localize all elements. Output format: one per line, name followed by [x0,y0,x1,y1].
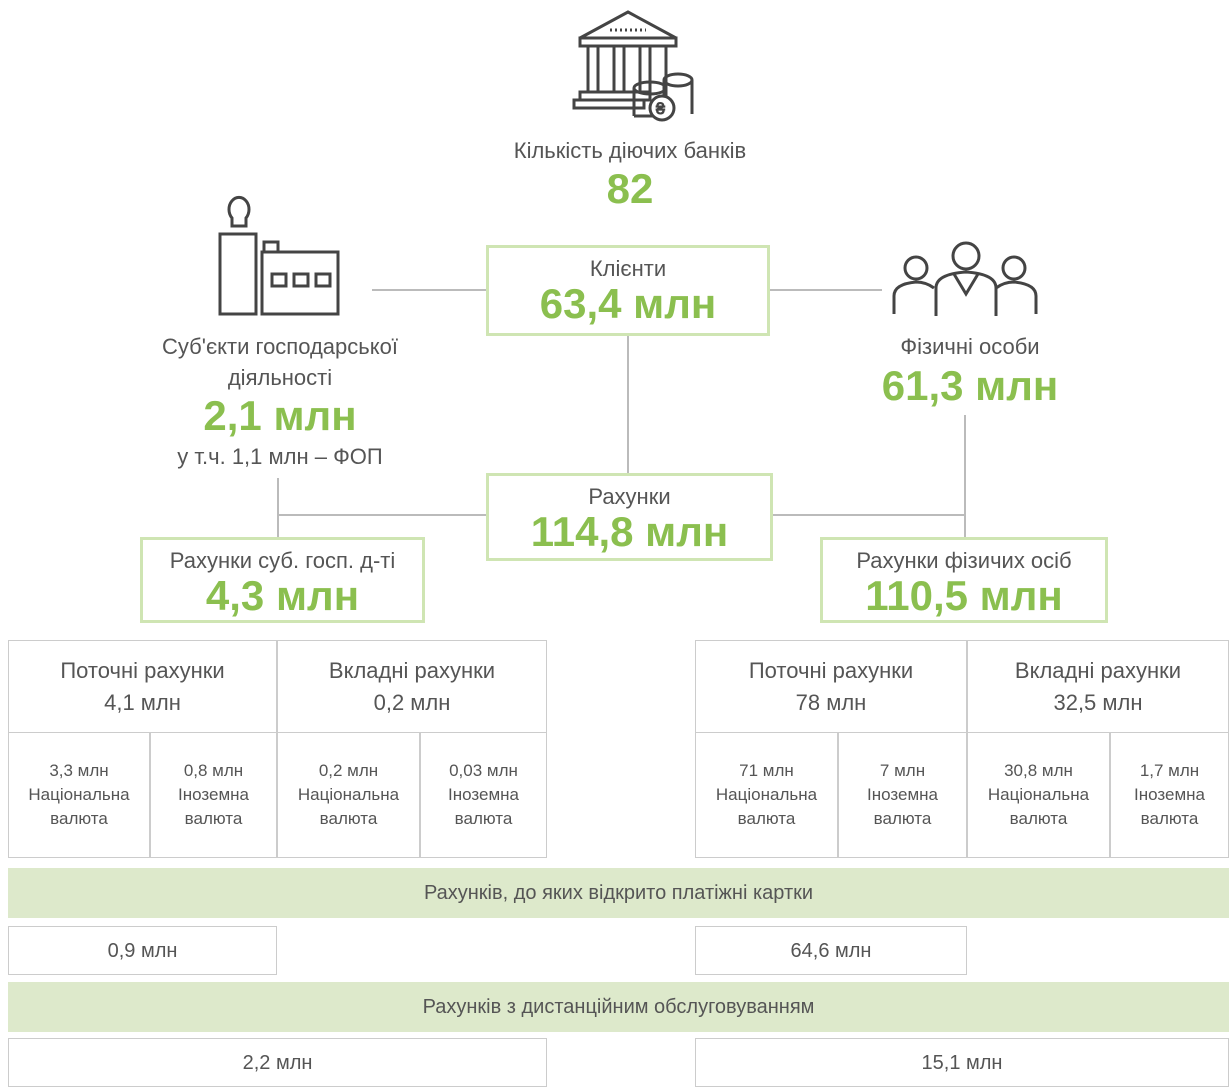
remote-business: 2,2 млн [8,1038,547,1087]
connector [277,514,486,516]
business-accounts-value: 4,3 млн [205,572,360,619]
remote-individuals-value: 15,1 млн [921,1051,1003,1074]
individuals-block: Фізичні особи 61,3 млн [760,320,1180,420]
table-cell: 0,2 млн Національна валюта [277,732,420,858]
cell-label: Іноземна валюта [178,785,249,828]
cell-label: Іноземна валюта [1134,785,1205,828]
table-cell: 71 млн Національна валюта [695,732,838,858]
individuals-value: 61,3 млн [881,362,1059,409]
cell-value: 7 млн [879,761,926,780]
cards-label: Рахунків, до яких відкрито платіжні карт… [423,881,814,904]
accounts-box: Рахунки 114,8 млн [486,473,773,561]
cell-label: Національна валюта [987,785,1090,828]
bank-icon: ₴ [572,10,694,122]
cell-label: Іноземна валюта [867,785,938,828]
svg-text:₴: ₴ [656,101,665,118]
header-label: Вкладні рахунки [1014,657,1182,683]
header-label: Поточні рахунки [60,657,225,683]
table-cell: 1,7 млн Іноземна валюта [1110,732,1229,858]
individual-accounts-value: 110,5 млн [865,572,1063,619]
table-cell: 0,8 млн Іноземна валюта [150,732,277,858]
factory-icon [218,195,340,316]
header-value: 78 млн [795,689,867,715]
connector [372,289,486,291]
accounts-label: Рахунки [588,484,671,509]
remote-individuals: 15,1 млн [695,1038,1229,1087]
clients-box: Клієнти 63,4 млн [486,245,770,336]
business-label: Суб'єкти господарської [162,334,398,359]
table-cell: 3,3 млн Національна валюта [8,732,150,858]
connector [964,415,966,538]
connector [627,335,629,473]
header-value: 4,1 млн [104,689,181,715]
cell-value: 1,7 млн [1139,761,1200,780]
individual-accounts-label: Рахунки фізичих осіб [856,548,1072,573]
cell-label: Іноземна валюта [448,785,519,828]
people-icon [892,241,1038,316]
cell-label: Національна валюта [297,785,400,828]
connector [773,514,966,516]
table-header: Поточні рахунки 4,1 млн [8,640,277,733]
header-value: 32,5 млн [1053,689,1143,715]
remote-band: Рахунків з дистанційним обслуговуванням [8,982,1229,1032]
cards-individuals: 64,6 млн [695,926,967,975]
individuals-label: Фізичні особи [900,334,1040,359]
accounts-value: 114,8 млн [530,508,729,555]
table-cell: 0,03 млн Іноземна валюта [420,732,547,858]
cell-value: 30,8 млн [1004,761,1073,780]
table-header: Поточні рахунки 78 млн [695,640,967,733]
individual-accounts-box: Рахунки фізичих осіб 110,5 млн [820,537,1108,623]
connector [770,289,882,291]
cell-value: 0,8 млн [183,761,244,780]
table-cell: 7 млн Іноземна валюта [838,732,967,858]
cards-band: Рахунків, до яких відкрито платіжні карт… [8,868,1229,918]
table-header: Вкладні рахунки 32,5 млн [967,640,1229,733]
cards-business: 0,9 млн [8,926,277,975]
cell-value: 0,03 млн [449,761,518,780]
banks-block: Кількість діючих банків 82 [430,0,830,220]
cell-value: 0,2 млн [318,761,379,780]
header-value: 0,2 млн [373,689,451,715]
header-label: Вкладні рахунки [328,657,496,683]
remote-business-value: 2,2 млн [242,1051,313,1074]
business-accounts-box: Рахунки суб. госп. д-ті 4,3 млн [140,537,425,623]
business-block: Суб'єкти господарської діяльності 2,1 млн у… [60,320,500,480]
business-accounts-label: Рахунки суб. госп. д-ті [169,548,396,573]
header-label: Поточні рахунки [748,657,914,683]
cards-business-value: 0,9 млн [107,939,178,962]
business-label: діяльності [227,365,333,390]
business-value: 2,1 млн [203,392,357,439]
table-cell: 30,8 млн Національна валюта [967,732,1110,858]
cell-value: 3,3 млн [49,761,109,780]
clients-label: Клієнти [589,256,667,281]
cards-individuals-value: 64,6 млн [790,939,872,962]
banks-value: 82 [606,165,654,212]
connector [277,478,279,538]
cell-value: 71 млн [739,761,794,780]
banks-label: Кількість діючих банків [513,138,747,163]
business-note: у т.ч. 1,1 млн – ФОП [177,444,383,469]
cell-label: Національна валюта [715,785,818,828]
cell-label: Національна валюта [28,785,130,828]
remote-label: Рахунків з дистанційним обслуговуванням [422,995,815,1018]
table-header: Вкладні рахунки 0,2 млн [277,640,547,733]
clients-value: 63,4 млн [539,280,717,327]
